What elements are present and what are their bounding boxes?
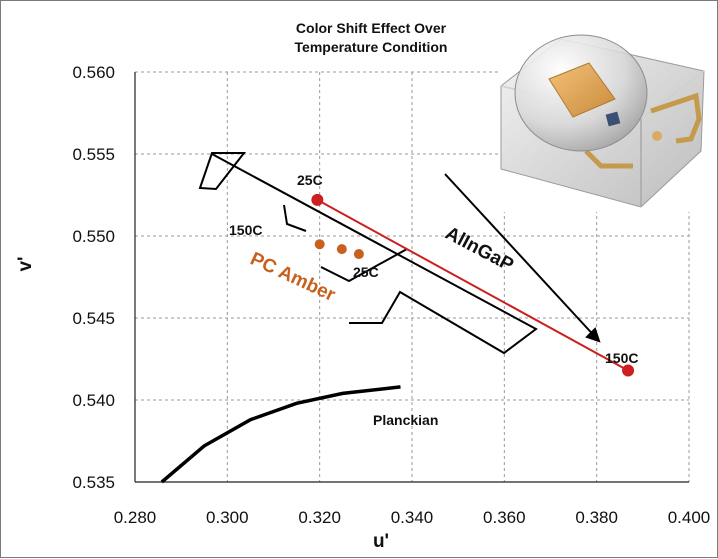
pc-amber-series-label: PC Amber bbox=[247, 248, 339, 306]
alingap-outline bbox=[211, 153, 538, 355]
tick-labels: 0.280 0.300 0.320 0.340 0.360 0.380 0.400 0.535… bbox=[72, 63, 710, 527]
trend-arrow-line bbox=[444, 173, 600, 342]
pc-amber-label-150c: 150C bbox=[229, 222, 262, 238]
x-tick-label: 0.380 bbox=[575, 508, 618, 527]
alingap-point bbox=[311, 193, 324, 206]
x-tick-label: 0.320 bbox=[298, 508, 341, 527]
y-tick-label: 0.550 bbox=[72, 227, 115, 246]
x-tick-label: 0.400 bbox=[668, 508, 711, 527]
x-tick-label: 0.300 bbox=[206, 508, 249, 527]
pc-amber-point bbox=[336, 244, 347, 255]
alingap-label-150c: 150C bbox=[605, 350, 638, 366]
alingap-point bbox=[622, 364, 635, 377]
y-tick-label: 0.535 bbox=[72, 473, 115, 492]
pc-amber-outline-upper bbox=[283, 204, 307, 232]
planckian-curve bbox=[160, 385, 401, 484]
pc-amber-point bbox=[314, 239, 325, 250]
alingap-line bbox=[316, 199, 629, 372]
axes bbox=[134, 72, 689, 483]
y-tick-label: 0.540 bbox=[72, 391, 115, 410]
pc-amber-label-25c: 25C bbox=[353, 264, 379, 280]
pc-amber-point bbox=[353, 249, 364, 260]
led-package-photo bbox=[498, 20, 708, 212]
y-tick-label: 0.560 bbox=[72, 63, 115, 82]
x-tick-label: 0.280 bbox=[114, 508, 157, 527]
y-tick-label: 0.555 bbox=[72, 145, 115, 164]
chart-title-line-1: Color Shift Effect Over bbox=[296, 20, 447, 36]
data-points bbox=[311, 193, 635, 377]
y-tick-label: 0.545 bbox=[72, 309, 115, 328]
planckian-label: Planckian bbox=[373, 412, 438, 428]
alingap-label-25c: 25C bbox=[297, 172, 323, 188]
x-tick-label: 0.360 bbox=[483, 508, 526, 527]
x-axis-label: u' bbox=[373, 531, 389, 552]
x-tick-label: 0.340 bbox=[391, 508, 434, 527]
alingap-series-label: AlInGaP bbox=[442, 223, 517, 276]
y-axis-label: v' bbox=[15, 256, 36, 271]
outline-shape-left bbox=[198, 152, 247, 191]
chart-title-line-2: Temperature Condition bbox=[295, 39, 448, 55]
pc-amber-outline-lower bbox=[320, 248, 408, 283]
trend-arrow-head bbox=[585, 327, 601, 343]
